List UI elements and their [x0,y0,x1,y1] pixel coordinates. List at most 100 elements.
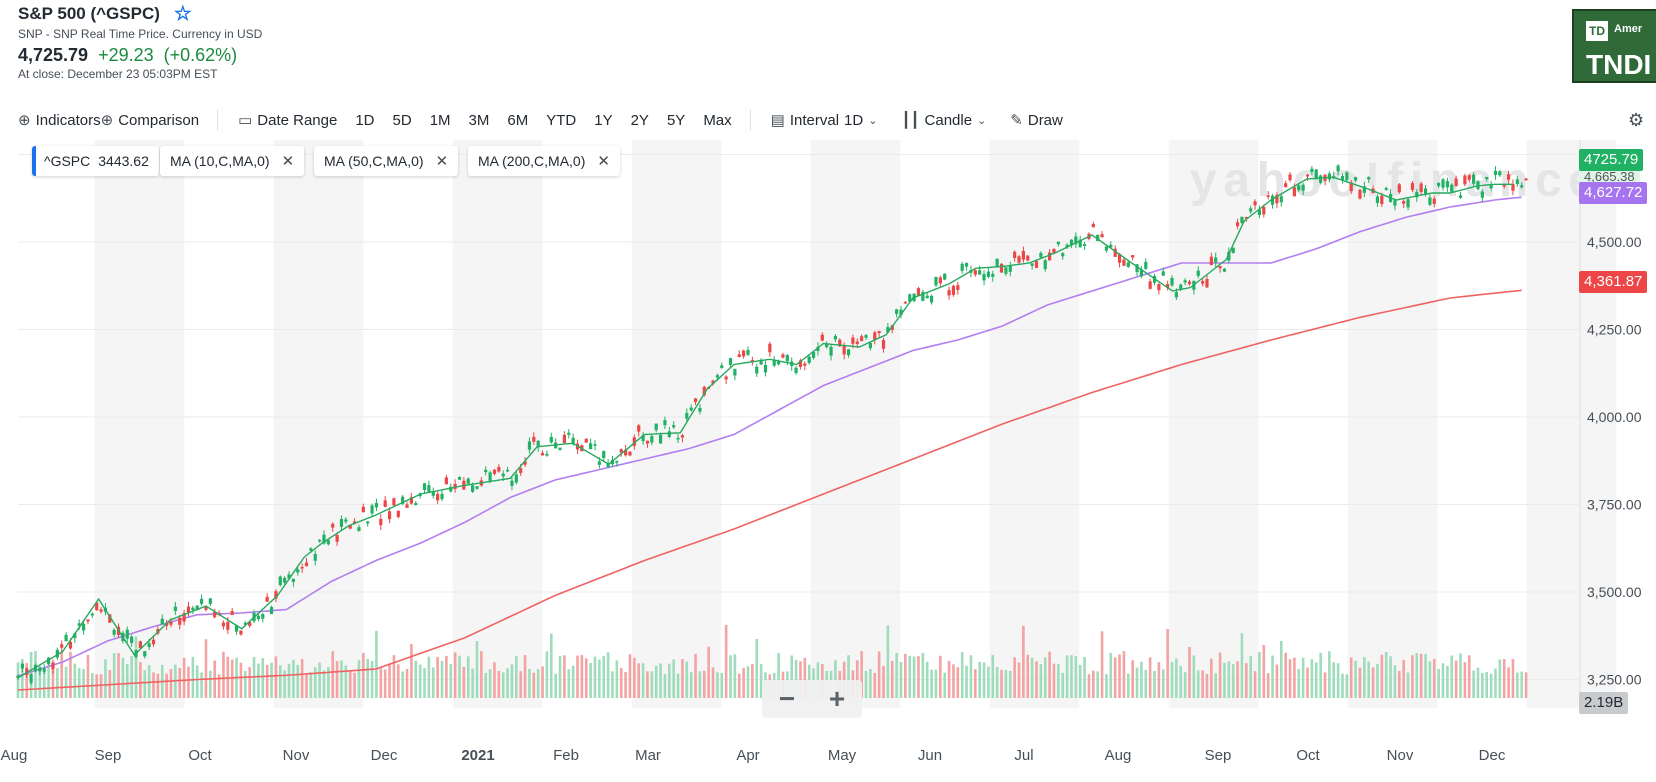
candle [352,521,357,524]
candle [785,355,789,362]
candle [226,621,230,630]
zoom-out-icon[interactable]: − [778,683,796,714]
month-band [1526,140,1617,708]
range-ytd-button[interactable]: YTD [546,111,577,129]
chart-type-button[interactable]: ┃┃ Candle ⌄ [901,111,986,130]
volume-bar [1437,669,1440,698]
candle [95,602,99,611]
volume-bar [842,661,846,698]
volume-bar [536,668,540,698]
volume-bar [42,668,46,698]
x-tick-label: May [828,747,857,764]
candle [1074,236,1078,245]
toolbar-divider [217,109,219,131]
volume-bar [1258,651,1261,698]
plus-circle-icon: ⊕ [18,112,31,129]
candle [689,407,693,411]
volume-bar [654,665,658,698]
volume-bar [278,665,282,698]
date-range-button[interactable]: ▭ Date Range [238,111,337,130]
volume-bar [855,660,859,698]
range-max-button[interactable]: Max [703,111,732,129]
volume-bar [1485,671,1489,698]
ma10-legend[interactable]: MA (10,C,MA,0) ✕ [160,146,305,176]
candle [606,463,610,468]
candle [1397,184,1401,193]
volume-bar [737,673,741,698]
candle [488,472,492,481]
volume-bar [344,665,348,698]
volume-bar [1231,664,1235,698]
candle [1170,277,1174,286]
range-6m-button[interactable]: 6M [507,111,529,129]
volume-bar [1376,663,1379,698]
volume-bar [60,651,64,698]
volume-bar [121,657,125,698]
month-band [631,140,722,708]
star-icon[interactable]: ☆ [173,3,192,25]
x-tick-label: Aug [1105,747,1132,764]
comparison-button[interactable]: ⊕ Comparison [101,111,199,130]
price-row: 4,725.79 +29.23 (+0.62%) [18,45,262,66]
indicators-button[interactable]: ⊕ Indicators [18,111,101,130]
advertisement[interactable]: TD Amer TNDI [1572,9,1656,83]
interval-button[interactable]: ▤ Interval 1D ⌄ [771,111,878,130]
volume-bar [960,652,964,698]
range-2y-button[interactable]: 2Y [630,111,649,129]
zoom-in-icon[interactable]: + [828,683,846,714]
volume-bar [1175,658,1178,698]
volume-bar [230,659,234,698]
ma50-legend[interactable]: MA (50,C,MA,0) ✕ [314,146,459,176]
range-5y-button[interactable]: 5Y [666,111,686,129]
volume-bar [733,654,737,698]
candle [1109,244,1113,248]
volume-bar [904,653,907,698]
candle [1069,239,1074,246]
volume-bar [882,665,885,698]
symbol-legend[interactable]: ^GSPC 3443.62 [32,146,159,176]
volume-bar [313,667,317,698]
volume-bar [248,667,251,698]
candle [1480,191,1484,198]
draw-button[interactable]: ✎ Draw [1010,111,1063,130]
candle [1026,255,1030,261]
candle [1498,171,1502,176]
volume-bar [1249,655,1252,698]
close-icon[interactable]: ✕ [281,153,295,170]
volume-bar [633,657,636,698]
candle [584,438,588,443]
candle [951,285,956,295]
candle [431,491,435,496]
candle [243,622,247,625]
candle [81,623,86,631]
candle [1253,201,1257,206]
candle [1384,188,1388,190]
volume-bar [1196,670,1200,698]
volume-bar [934,669,938,698]
candle [654,423,658,431]
volume-bar [322,670,326,698]
candle [676,437,680,440]
candle [1148,281,1152,289]
range-5d-button[interactable]: 5D [392,111,412,129]
candle [860,336,864,342]
calendar-icon: ▭ [238,112,253,129]
volume-bar [1039,664,1043,698]
volume-bar [1371,667,1375,698]
volume-bar [340,660,343,698]
gear-icon[interactable]: ⚙ [1628,110,1645,130]
volume-bar [716,672,719,698]
range-1y-button[interactable]: 1Y [594,111,613,129]
close-icon[interactable]: ✕ [435,153,449,170]
volume-bar [1043,657,1047,698]
close-icon[interactable]: ✕ [597,153,610,170]
range-1d-button[interactable]: 1D [355,111,375,129]
ma200-legend[interactable]: MA (200,C,MA,0) ✕ [468,146,620,176]
range-1m-button[interactable]: 1M [429,111,451,129]
ad-line2: TNDI [1586,49,1652,80]
volume-bar [257,663,260,698]
candle [811,351,816,358]
candle [781,354,785,358]
range-3m-button[interactable]: 3M [468,111,490,129]
